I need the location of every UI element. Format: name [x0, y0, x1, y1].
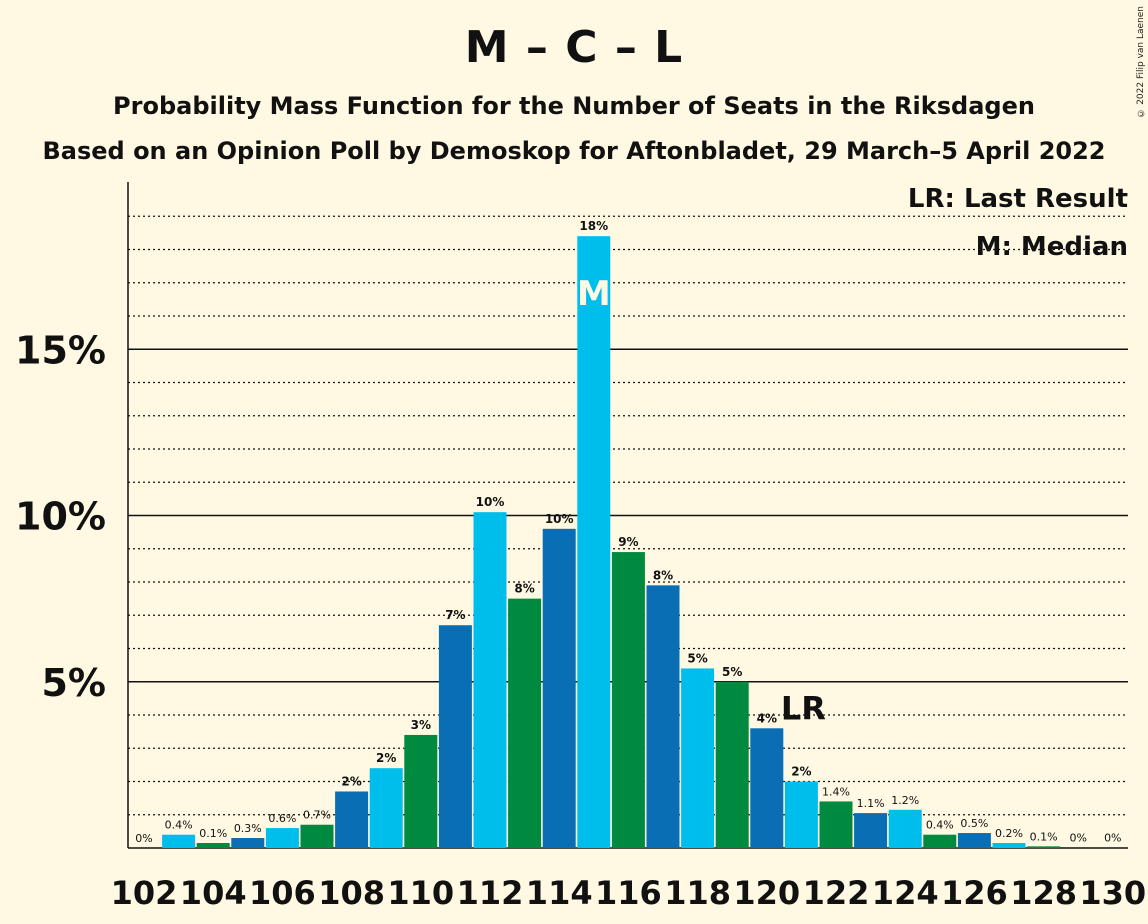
bar-seat-107 — [300, 824, 334, 848]
bar-seat-108 — [335, 791, 369, 848]
x-tick-label: 112 — [457, 874, 524, 912]
data-label: 5% — [687, 651, 707, 665]
data-label: 9% — [618, 535, 638, 549]
bar-seat-128 — [1027, 846, 1061, 848]
data-label: 3% — [411, 718, 431, 732]
data-label: 8% — [514, 582, 534, 596]
data-label: 0.1% — [1030, 830, 1058, 843]
x-tick-label: 122 — [803, 874, 870, 912]
data-label: 18% — [579, 219, 608, 233]
data-label: 10% — [476, 495, 505, 509]
bar-seat-118 — [681, 668, 715, 848]
data-label: 0.4% — [926, 819, 954, 832]
x-tick-label: 108 — [318, 874, 385, 912]
x-tick-label: 116 — [595, 874, 662, 912]
data-label: 4% — [757, 711, 777, 725]
last-result-marker: LR — [781, 690, 826, 728]
data-label: 1.2% — [891, 794, 919, 807]
data-label: 7% — [445, 608, 465, 622]
data-label: 2% — [376, 751, 396, 765]
bar-seat-117 — [646, 585, 680, 848]
y-tick-label: 15% — [15, 328, 106, 372]
x-tick-label: 114 — [526, 874, 593, 912]
data-label: 0.5% — [960, 817, 988, 830]
bar-seat-122 — [819, 801, 853, 848]
bar-seat-111 — [438, 625, 472, 848]
data-label: 0.4% — [165, 819, 193, 832]
x-tick-label: 102 — [111, 874, 178, 912]
data-label: 0% — [135, 832, 152, 845]
bar-seat-109 — [369, 768, 403, 848]
data-label: 10% — [545, 512, 574, 526]
data-label: 5% — [722, 665, 742, 679]
data-label: 2% — [341, 774, 361, 788]
bar-seat-120 — [750, 728, 784, 848]
bar-seat-126 — [957, 833, 991, 848]
bar-seat-127 — [992, 843, 1026, 848]
data-label: 2% — [791, 765, 811, 779]
x-tick-label: 104 — [180, 874, 247, 912]
legend-median: M: Median — [975, 232, 1128, 262]
x-tick-label: 124 — [872, 874, 939, 912]
data-label: 0.2% — [995, 827, 1023, 840]
data-label: 1.4% — [822, 785, 850, 798]
x-tick-label: 120 — [733, 874, 800, 912]
bar-seat-121 — [784, 781, 818, 848]
data-label: 0.1% — [199, 827, 227, 840]
legend-last-result: LR: Last Result — [907, 184, 1128, 214]
chart-subtitle-2: Based on an Opinion Poll by Demoskop for… — [42, 137, 1106, 165]
chart-subtitle: Probability Mass Function for the Number… — [113, 92, 1035, 120]
bar-seat-110 — [404, 734, 438, 848]
data-label: 8% — [653, 568, 673, 582]
bar-seat-104 — [196, 843, 230, 848]
chart-title: M – C – L — [464, 22, 684, 73]
bar-seat-106 — [265, 828, 299, 848]
bar-seat-125 — [923, 834, 957, 848]
x-tick-label: 126 — [941, 874, 1008, 912]
bar-seat-112 — [473, 512, 507, 848]
data-label: 0.6% — [268, 812, 296, 825]
bar-seat-105 — [231, 838, 265, 848]
bar-seat-103 — [162, 834, 196, 848]
bar-seat-114 — [542, 528, 576, 848]
bar-seat-115 — [577, 236, 611, 848]
median-marker: M — [577, 274, 611, 314]
x-tick-label: 110 — [387, 874, 454, 912]
bar-seat-113 — [508, 598, 542, 848]
data-label: 1.1% — [857, 797, 885, 810]
bar-seat-123 — [854, 813, 888, 848]
bar-seat-116 — [611, 552, 645, 848]
data-label: 0% — [1104, 832, 1121, 845]
y-tick-label: 5% — [41, 661, 106, 705]
bar-seat-124 — [888, 809, 922, 848]
x-tick-label: 130 — [1079, 874, 1146, 912]
y-tick-label: 10% — [15, 495, 106, 539]
x-tick-label: 106 — [249, 874, 316, 912]
data-label: 0.7% — [303, 809, 331, 822]
data-label: 0% — [1069, 831, 1086, 844]
x-tick-label: 118 — [664, 874, 731, 912]
data-label: 0.3% — [234, 822, 262, 835]
x-tick-label: 128 — [1010, 874, 1077, 912]
bar-seat-119 — [715, 681, 749, 848]
